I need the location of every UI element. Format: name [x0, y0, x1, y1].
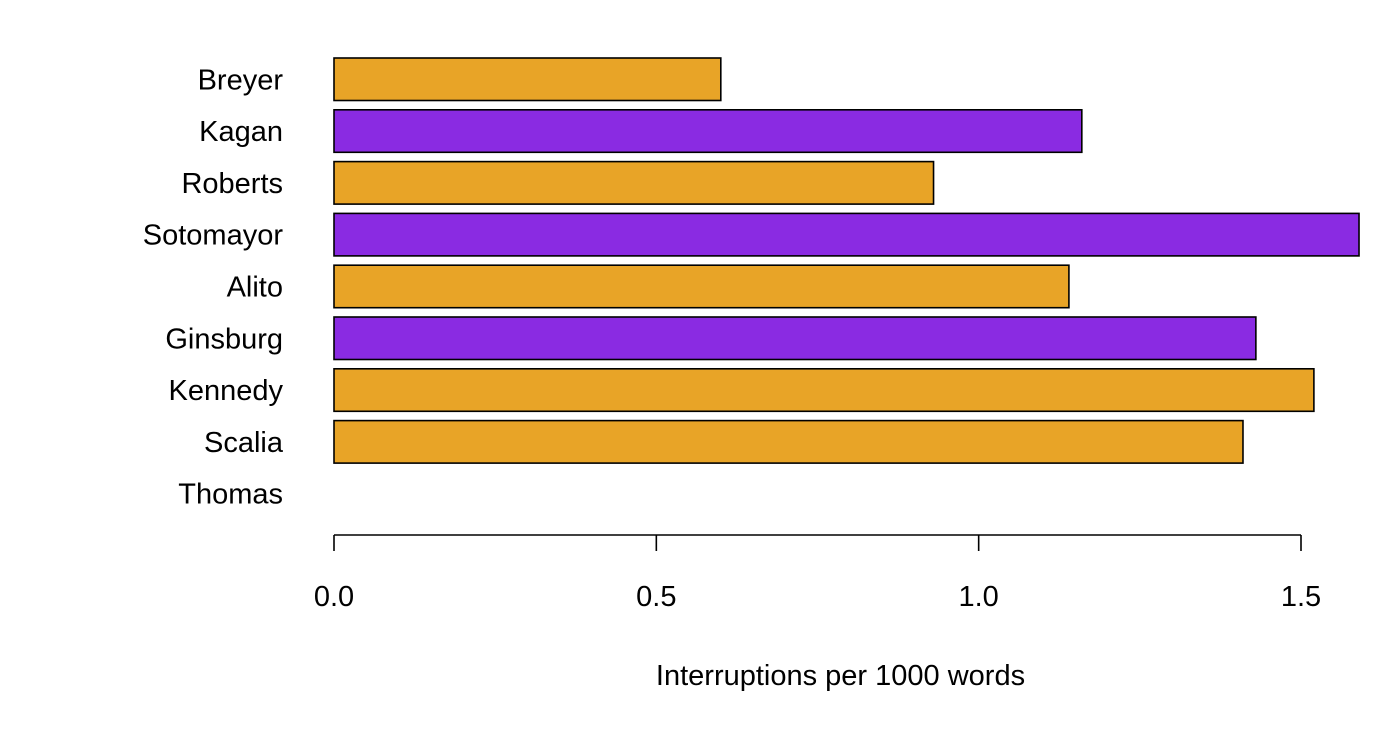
bar-breyer: [333, 57, 722, 102]
category-label-thomas: Thomas: [178, 479, 283, 511]
x-tick-label: 0.0: [314, 581, 354, 613]
category-label-roberts: Roberts: [181, 168, 283, 200]
x-tick-label: 1.5: [1281, 581, 1321, 613]
category-label-ginsburg: Ginsburg: [165, 323, 283, 355]
bar-roberts: [333, 160, 935, 205]
x-tick-label: 1.0: [959, 581, 999, 613]
category-label-alito: Alito: [227, 271, 283, 303]
bar-kennedy: [333, 367, 1315, 413]
bar-kagan: [333, 109, 1083, 154]
x-axis-title: Interruptions per 1000 words: [656, 660, 1025, 692]
bar-group: [333, 57, 1360, 464]
category-labels: Breyer Kagan Roberts Sotomayor Alito Ginsburg…: [143, 64, 284, 510]
category-label-breyer: Breyer: [198, 64, 284, 96]
bar-sotomayor: [333, 212, 1360, 257]
x-axis: 0.0 0.5 1.0 1.5: [314, 534, 1321, 613]
category-label-kennedy: Kennedy: [169, 375, 284, 407]
category-label-kagan: Kagan: [199, 116, 283, 148]
bar-ginsburg: [333, 316, 1257, 361]
bar-scalia: [333, 419, 1244, 464]
bar-alito: [333, 264, 1070, 309]
category-label-sotomayor: Sotomayor: [143, 220, 284, 252]
x-tick-label: 0.5: [636, 581, 676, 613]
category-label-scalia: Scalia: [204, 427, 284, 459]
